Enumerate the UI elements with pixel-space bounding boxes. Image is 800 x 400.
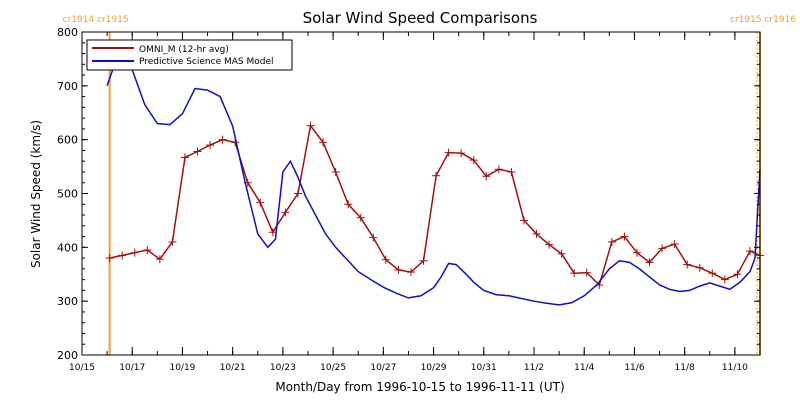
- data-point-omni: [306, 121, 315, 130]
- legend: OMNI_M (12-hr avg) Predictive Science MA…: [86, 39, 293, 71]
- x-tick-label: 11/10: [722, 363, 748, 373]
- data-point-omni: [193, 147, 202, 156]
- x-tick-label: 10/23: [270, 363, 296, 373]
- data-point-omni: [507, 167, 516, 176]
- x-axis-label: Month/Day from 1996-10-15 to 1996-11-11 …: [275, 380, 564, 394]
- data-point-omni: [130, 248, 139, 257]
- data-point-omni: [281, 208, 290, 217]
- data-point-omni: [206, 141, 215, 150]
- data-point-omni: [419, 256, 428, 265]
- x-tick-label: 10/19: [169, 363, 195, 373]
- data-point-omni: [482, 172, 491, 181]
- y-tick-label: 800: [57, 26, 78, 39]
- y-tick-label: 600: [57, 134, 78, 147]
- legend-box: [86, 39, 293, 71]
- x-tick-label: 10/21: [220, 363, 246, 373]
- data-point-omni: [293, 189, 302, 198]
- data-point-omni: [143, 246, 152, 255]
- data-point-omni: [155, 255, 164, 264]
- data-point-omni: [683, 260, 692, 269]
- data-point-omni: [432, 171, 441, 180]
- data-point-omni: [381, 255, 390, 264]
- x-tick-label: 11/4: [574, 363, 594, 373]
- series-line-omni: [109, 123, 761, 287]
- chart-title: Solar Wind Speed Comparisons: [303, 9, 538, 27]
- x-tick-label: 10/27: [370, 363, 396, 373]
- y-tick-label: 500: [57, 188, 78, 201]
- data-point-omni: [632, 248, 641, 257]
- legend-label-mas: Predictive Science MAS Model: [139, 57, 274, 67]
- data-point-omni: [406, 268, 415, 277]
- series-line-mas: [106, 59, 761, 306]
- data-point-omni: [532, 229, 541, 238]
- axes-layer: 200 300 400 500 600 700 800 10/15 10/17 10/19 10/2…: [57, 26, 761, 373]
- x-tick-label: 10/25: [320, 363, 346, 373]
- data-point-omni: [745, 247, 754, 256]
- data-point-omni: [708, 269, 717, 278]
- data-point-omni: [720, 275, 729, 284]
- data-point-omni: [394, 265, 403, 274]
- x-tick-label: 10/17: [119, 363, 145, 373]
- data-point-omni: [444, 148, 453, 157]
- data-point-omni: [607, 237, 616, 246]
- x-tick-label: 10/29: [421, 363, 447, 373]
- data-point-omni: [319, 138, 328, 147]
- data-point-omni: [494, 165, 503, 174]
- data-point-omni: [695, 263, 704, 272]
- y-tick-label: 700: [57, 80, 78, 93]
- data-point-omni: [658, 244, 667, 253]
- data-point-omni: [570, 269, 579, 278]
- x-tick-label: 10/15: [69, 363, 95, 373]
- data-point-omni: [105, 254, 114, 263]
- series-layer: [105, 59, 764, 306]
- data-point-omni: [218, 135, 227, 144]
- data-point-omni: [256, 198, 265, 207]
- carrington-marker-label: cr1915 cr1916: [730, 15, 796, 25]
- data-point-omni: [582, 268, 591, 277]
- x-tick-label: 11/6: [624, 363, 644, 373]
- y-tick-label: 300: [57, 295, 78, 308]
- carrington-marker-label: cr1914 cr1915: [63, 15, 129, 25]
- data-point-omni: [344, 200, 353, 209]
- data-point-omni: [369, 233, 378, 242]
- data-point-omni: [118, 251, 127, 260]
- data-point-omni: [557, 249, 566, 258]
- data-point-omni: [670, 240, 679, 249]
- y-tick-label: 200: [57, 349, 78, 362]
- data-point-omni: [733, 270, 742, 279]
- data-point-omni: [331, 167, 340, 176]
- x-tick-label: 10/31: [471, 363, 497, 373]
- y-axis-label: Solar Wind Speed (km/s): [29, 120, 43, 268]
- legend-label-omni: OMNI_M (12-hr avg): [139, 45, 229, 55]
- x-tick-label: 11/2: [524, 363, 544, 373]
- data-point-omni: [645, 258, 654, 267]
- x-tick-label: 11/8: [675, 363, 695, 373]
- data-point-omni: [620, 232, 629, 241]
- plot-frame: [81, 31, 761, 356]
- data-point-omni: [519, 216, 528, 225]
- y-tick-label: 400: [57, 241, 78, 254]
- data-point-omni: [356, 213, 365, 222]
- data-point-omni: [545, 240, 554, 249]
- data-point-omni: [457, 149, 466, 158]
- data-point-omni: [168, 237, 177, 246]
- data-point-omni: [469, 156, 478, 165]
- data-point-omni: [180, 153, 189, 162]
